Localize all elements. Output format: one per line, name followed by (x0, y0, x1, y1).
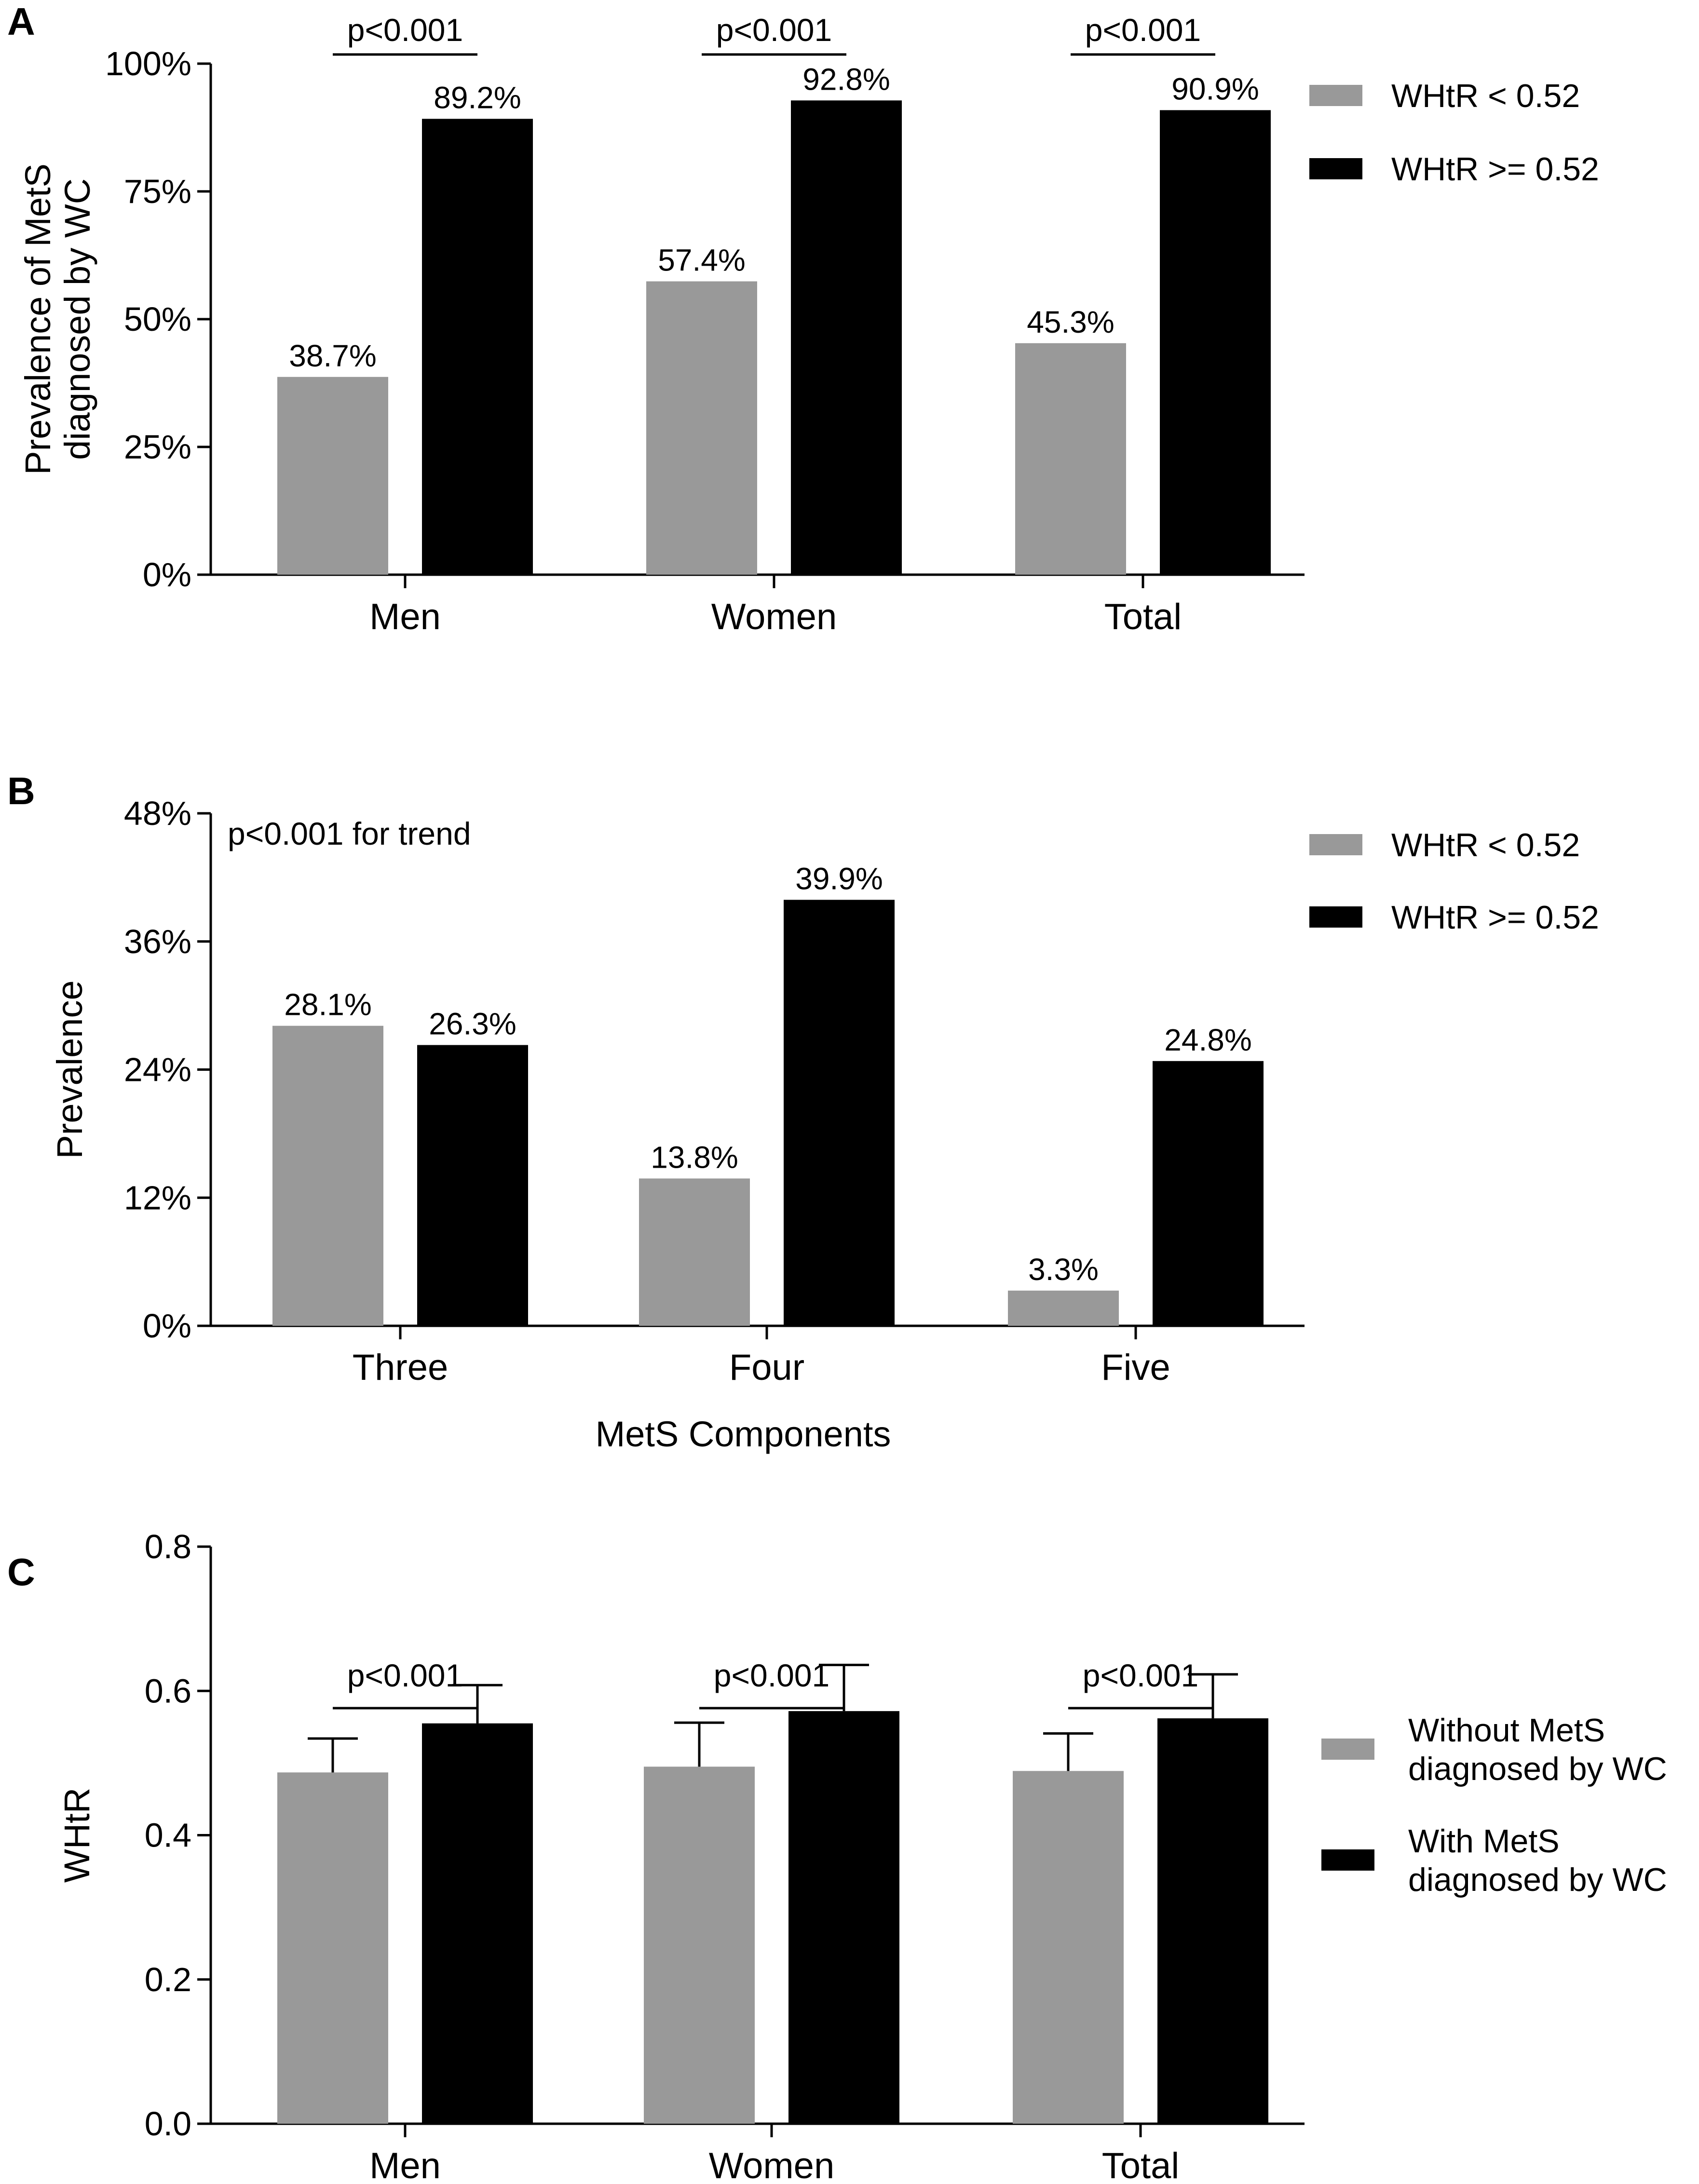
panel-b-legend-label-line: WHtR < 0.52 (1391, 827, 1580, 863)
panel-a-bar-women-s1 (646, 281, 757, 575)
panel-a-significance-label: p<0.001 (347, 12, 463, 48)
panel-c-y-tick-label: 0.2 (145, 1961, 191, 1998)
panel-b-legend-label: WHtR >= 0.52 (1391, 899, 1599, 936)
panel-a-y-tick-label: 75% (124, 173, 191, 210)
panel-c-significance-label: p<0.001 (714, 1658, 829, 1693)
panel-b-value-label: 28.1% (284, 987, 371, 1022)
panel-c-legend-label: Without MetS diagnosed by WC (1408, 1712, 1667, 1787)
panel-b-y-tick-label: 0% (143, 1307, 191, 1345)
panel-a-significance-label: p<0.001 (1085, 12, 1201, 48)
panel-b-letter: B (7, 769, 35, 812)
panel-b-bar-four-s1 (639, 1178, 750, 1326)
panel-c-legend-swatch (1321, 1849, 1374, 1871)
panel-b-legend-label: WHtR < 0.52 (1391, 827, 1580, 863)
panel-b-category-label: Three (353, 1347, 449, 1388)
panel-a-legend-label: WHtR >= 0.52 (1391, 151, 1599, 188)
panel-b-value-label: 39.9% (795, 861, 883, 896)
panel-b-legend-swatch (1309, 834, 1362, 855)
panel-a-y-axis-title-line: Prevalence of MetS (18, 163, 58, 475)
panel-a-value-label: 38.7% (289, 338, 376, 373)
panel-a-bar-total-s1 (1015, 343, 1126, 575)
panel-c-legend-swatch (1321, 1739, 1374, 1760)
panel-b-value-label: 13.8% (651, 1140, 738, 1174)
panel-a-category-label: Women (711, 596, 837, 637)
panel-c-significance-label: p<0.001 (347, 1658, 463, 1693)
panel-c-legend-label-line: diagnosed by WC (1408, 1751, 1667, 1787)
panel-c-y-tick-label: 0.0 (145, 2105, 191, 2143)
panel-b: B 0% 12% 24% 36% 48% Prevalence Three 28.1% 26.3%… (7, 769, 1599, 1454)
panel-c-legend-label-line: With MetS (1408, 1823, 1560, 1860)
panel-a: A 0% 25% 50% 75% 100% Prevalence of MetSdiagno… (7, 0, 1599, 637)
panel-a-y-tick-label: 0% (143, 556, 191, 593)
panel-c-y-tick-label: 0.4 (145, 1817, 191, 1854)
panel-a-legend-swatch (1309, 85, 1362, 106)
panel-a-y-tick-label: 100% (105, 45, 191, 82)
panel-c-bar-men-s2 (422, 1723, 533, 2124)
panel-a-category-label: Men (369, 596, 441, 637)
panel-a-bar-women-s2 (791, 100, 902, 575)
panel-c-bar-women-s2 (788, 1711, 899, 2124)
panel-b-legend-label-line: WHtR >= 0.52 (1391, 899, 1599, 936)
panel-a-value-label: 57.4% (658, 243, 745, 278)
panel-a-value-label: 92.8% (802, 62, 890, 96)
panel-a-category-label: Total (1104, 596, 1182, 637)
panel-a-bar-men-s1 (277, 377, 388, 575)
panel-a-legend-label-line: WHtR >= 0.52 (1391, 151, 1599, 188)
panel-c-legend-label-line: diagnosed by WC (1408, 1861, 1667, 1898)
panel-b-annotation: p<0.001 for trend (228, 816, 471, 851)
panel-b-y-tick-label: 48% (124, 795, 191, 832)
panel-a-bar-men-s2 (422, 119, 533, 575)
panel-c-category-label: Total (1102, 2145, 1180, 2184)
panel-c-bar-men-s1 (277, 1772, 388, 2124)
panel-b-y-axis-title: Prevalence (50, 980, 90, 1159)
panel-c-y-axis-title: WHtR (57, 1788, 97, 1883)
panel-b-value-label: 3.3% (1028, 1252, 1099, 1287)
panel-b-category-label: Four (729, 1347, 804, 1388)
panel-a-y-tick-label: 25% (124, 428, 191, 466)
panel-c-category-label: Women (709, 2145, 834, 2184)
panel-c-category-label: Men (369, 2145, 441, 2184)
panel-b-y-tick-label: 24% (124, 1051, 191, 1089)
panel-b-legend-swatch (1309, 906, 1362, 928)
panel-a-legend-label: WHtR < 0.52 (1391, 78, 1580, 114)
panel-a-y-axis-title: Prevalence of MetSdiagnosed by WC (18, 163, 97, 475)
panel-a-bar-total-s2 (1160, 110, 1271, 575)
panel-b-bar-three-s2 (417, 1045, 528, 1326)
panel-b-y-tick-label: 12% (124, 1179, 191, 1216)
panel-a-y-tick-label: 50% (124, 300, 191, 338)
panel-b-bar-five-s2 (1153, 1061, 1264, 1326)
panel-a-value-label: 89.2% (434, 80, 521, 115)
panel-b-y-tick-label: 36% (124, 923, 191, 960)
panel-c-bar-total-s2 (1157, 1718, 1268, 2124)
panel-a-significance-label: p<0.001 (716, 12, 832, 48)
panel-c-legend-label-line: Without MetS (1408, 1712, 1605, 1749)
panel-b-bar-five-s1 (1008, 1290, 1119, 1326)
panel-c-bar-women-s1 (644, 1766, 755, 2124)
panel-b-value-label: 26.3% (429, 1007, 516, 1041)
panel-a-legend-label-line: WHtR < 0.52 (1391, 78, 1580, 114)
panel-b-category-label: Five (1101, 1347, 1170, 1388)
panel-c-y-axis-title-line: WHtR (57, 1788, 97, 1883)
panel-c-significance-label: p<0.001 (1083, 1658, 1198, 1693)
panel-a-letter: A (7, 0, 35, 43)
panel-a-value-label: 45.3% (1027, 305, 1114, 339)
panel-b-x-axis-title: MetS Components (596, 1414, 891, 1454)
panel-c-y-tick-label: 0.6 (145, 1672, 191, 1710)
panel-a-y-axis-title-line: diagnosed by WC (57, 178, 97, 460)
panel-b-value-label: 24.8% (1164, 1023, 1251, 1057)
panel-b-bar-three-s1 (272, 1025, 383, 1326)
panel-c-legend-label: With MetS diagnosed by WC (1408, 1823, 1667, 1898)
panel-c-y-tick-label: 0.8 (145, 1528, 191, 1565)
panel-c-bar-total-s1 (1013, 1771, 1124, 2124)
panel-a-legend-swatch (1309, 158, 1362, 179)
panel-a-value-label: 90.9% (1171, 71, 1259, 106)
panel-c: C 0.0 0.2 0.4 0.6 0.8 WHtR Men p<0.001 Women p<0.0… (7, 1528, 1667, 2184)
panel-b-y-axis-title-line: Prevalence (50, 980, 90, 1159)
panel-c-letter: C (7, 1550, 35, 1593)
panel-b-bar-four-s2 (784, 900, 895, 1326)
